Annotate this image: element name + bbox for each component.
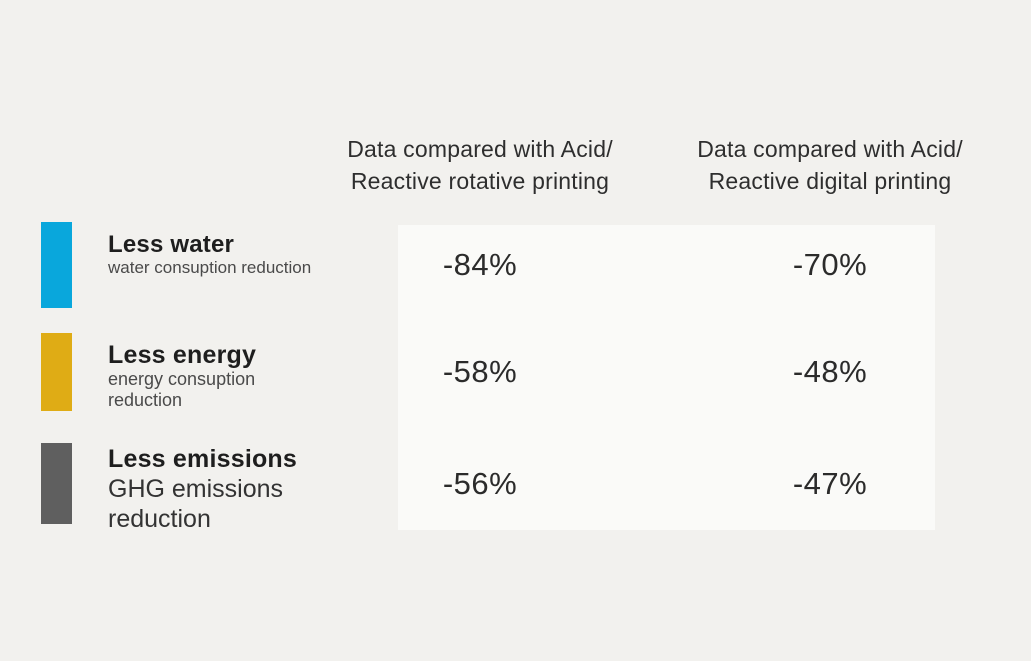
energy-row-title: Less energy	[108, 341, 257, 369]
water-digital-value: -70%	[792, 247, 868, 282]
column-header-digital: Data compared with Acid/ Reactive digita…	[680, 133, 980, 197]
values-panel-background	[398, 225, 935, 530]
emissions-rotative-value: -56%	[442, 465, 518, 501]
table-row-emissions: Less emissions GHG emissions reduction -…	[0, 443, 1031, 533]
energy-digital-value: -48%	[792, 354, 868, 389]
emissions-color-bar	[41, 443, 72, 524]
table-row-energy: Less energy energy consuption reduction …	[0, 333, 1031, 411]
water-row-label: Less water water consuption reduction	[108, 222, 320, 278]
energy-rotative-value: -58%	[442, 354, 518, 389]
emissions-row-title: Less emissions	[108, 445, 298, 473]
column-header-digital-line1: Data compared with Acid/	[697, 136, 963, 162]
emissions-row-subtitle: GHG emissions reduction	[108, 475, 284, 533]
column-header-rotative: Data compared with Acid/ Reactive rotati…	[330, 133, 630, 197]
water-row-title: Less water	[108, 231, 235, 258]
column-header-digital-line2: Reactive digital printing	[708, 168, 952, 194]
column-header-rotative-line2: Reactive rotative printing	[350, 168, 610, 194]
emissions-digital-value: -47%	[792, 465, 868, 501]
water-color-bar	[41, 222, 72, 308]
water-row-subtitle: water consuption reduction	[108, 258, 312, 277]
energy-row-label: Less energy energy consuption reduction	[108, 333, 320, 411]
column-header-rotative-line1: Data compared with Acid/	[347, 136, 613, 162]
table-row-water: Less water water consuption reduction -8…	[0, 222, 1031, 308]
energy-color-bar	[41, 333, 72, 411]
energy-row-subtitle: energy consuption reduction	[108, 369, 256, 410]
emissions-row-label: Less emissions GHG emissions reduction	[108, 443, 320, 534]
water-rotative-value: -84%	[442, 247, 518, 282]
